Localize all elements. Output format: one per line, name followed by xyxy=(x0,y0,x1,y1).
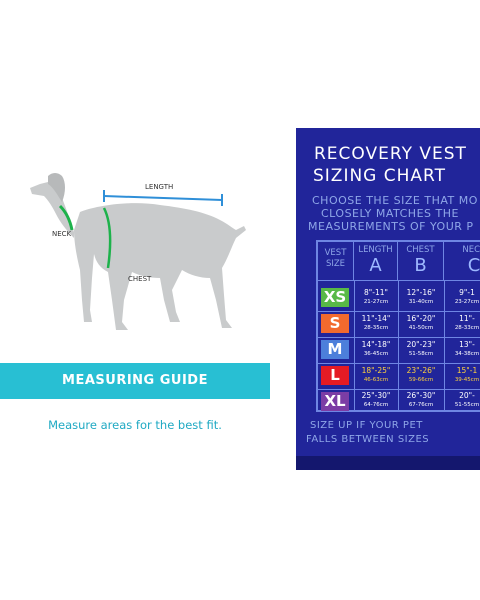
chart-title-line2: SIZING CHART xyxy=(313,166,447,186)
header-length: LENGTH A xyxy=(354,242,398,280)
chart-title-line1: RECOVERY VEST xyxy=(314,144,467,164)
chest-cell: 26"-30" 67-76cm xyxy=(406,391,436,408)
dog-silhouette xyxy=(30,173,246,330)
size-table: VEST SIZE LENGTH A CHEST B NECK C XS 8"-… xyxy=(316,240,480,412)
header-vest-size: VEST SIZE xyxy=(318,242,354,280)
length-cell: 11"-14" 28-35cm xyxy=(361,314,391,331)
footer-line-2: FALLS BETWEEN SIZES xyxy=(306,434,430,445)
neck-cell: 9"-1 23-27cm xyxy=(454,288,480,305)
instruction-line-2: CLOSELY MATCHES THE xyxy=(321,207,459,220)
dog-illustration: LENGTH NECK CHEST xyxy=(0,150,275,360)
size-badge-l: L xyxy=(321,366,349,385)
dog-ear xyxy=(48,173,65,202)
chest-label: CHEST xyxy=(128,275,152,283)
neck-cell: 20"- 51-55cm xyxy=(454,391,480,408)
instruction-line-1: CHOOSE THE SIZE THAT MO xyxy=(312,194,478,207)
chest-cell: 23"-26" 59-66cm xyxy=(406,366,436,383)
header-divider xyxy=(318,280,480,281)
length-label: LENGTH xyxy=(145,183,174,191)
footer-line-1: SIZE UP IF YOUR PET xyxy=(310,420,423,431)
dog-body xyxy=(74,203,246,330)
length-measure-line xyxy=(103,195,223,201)
measuring-guide-tagline: Measure areas for the best fit. xyxy=(48,418,222,432)
chest-measure-line xyxy=(102,207,112,269)
length-cell: 8"-11" 21-27cm xyxy=(363,288,389,305)
measuring-guide-banner xyxy=(0,363,270,399)
bottom-stripe xyxy=(296,456,480,470)
size-badge-m: M xyxy=(321,340,349,359)
length-cell: 14"-18" 36-45cm xyxy=(361,340,391,357)
neck-cell: 13"- 34-38cm xyxy=(454,340,480,357)
neck-cell: 11"- 28-33cm xyxy=(454,314,480,331)
instruction-line-3: MEASUREMENTS OF YOUR P xyxy=(308,220,474,233)
size-badge-s: S xyxy=(321,314,349,333)
length-cell: 18"-25" 46-63cm xyxy=(361,366,391,383)
chest-cell: 12"-16" 31-40cm xyxy=(406,288,436,305)
size-badge-xs: XS xyxy=(321,288,349,307)
chest-cell: 16"-20" 41-50cm xyxy=(406,314,436,331)
neck-cell: 15"-1 39-45cm xyxy=(454,366,480,383)
chest-cell: 20"-23" 51-58cm xyxy=(406,340,436,357)
neck-label: NECK xyxy=(52,230,72,238)
header-neck: NECK C xyxy=(462,245,480,276)
size-badge-xl: XL xyxy=(321,392,349,411)
sizing-chart-panel: RECOVERY VEST SIZING CHART CHOOSE THE SI… xyxy=(296,128,480,470)
measuring-guide-title: MEASURING GUIDE xyxy=(62,373,208,388)
header-chest: CHEST B xyxy=(398,242,444,280)
dog-head xyxy=(30,182,74,238)
length-cell: 25"-30" 64-76cm xyxy=(361,391,391,408)
neck-measure-line xyxy=(58,204,74,231)
